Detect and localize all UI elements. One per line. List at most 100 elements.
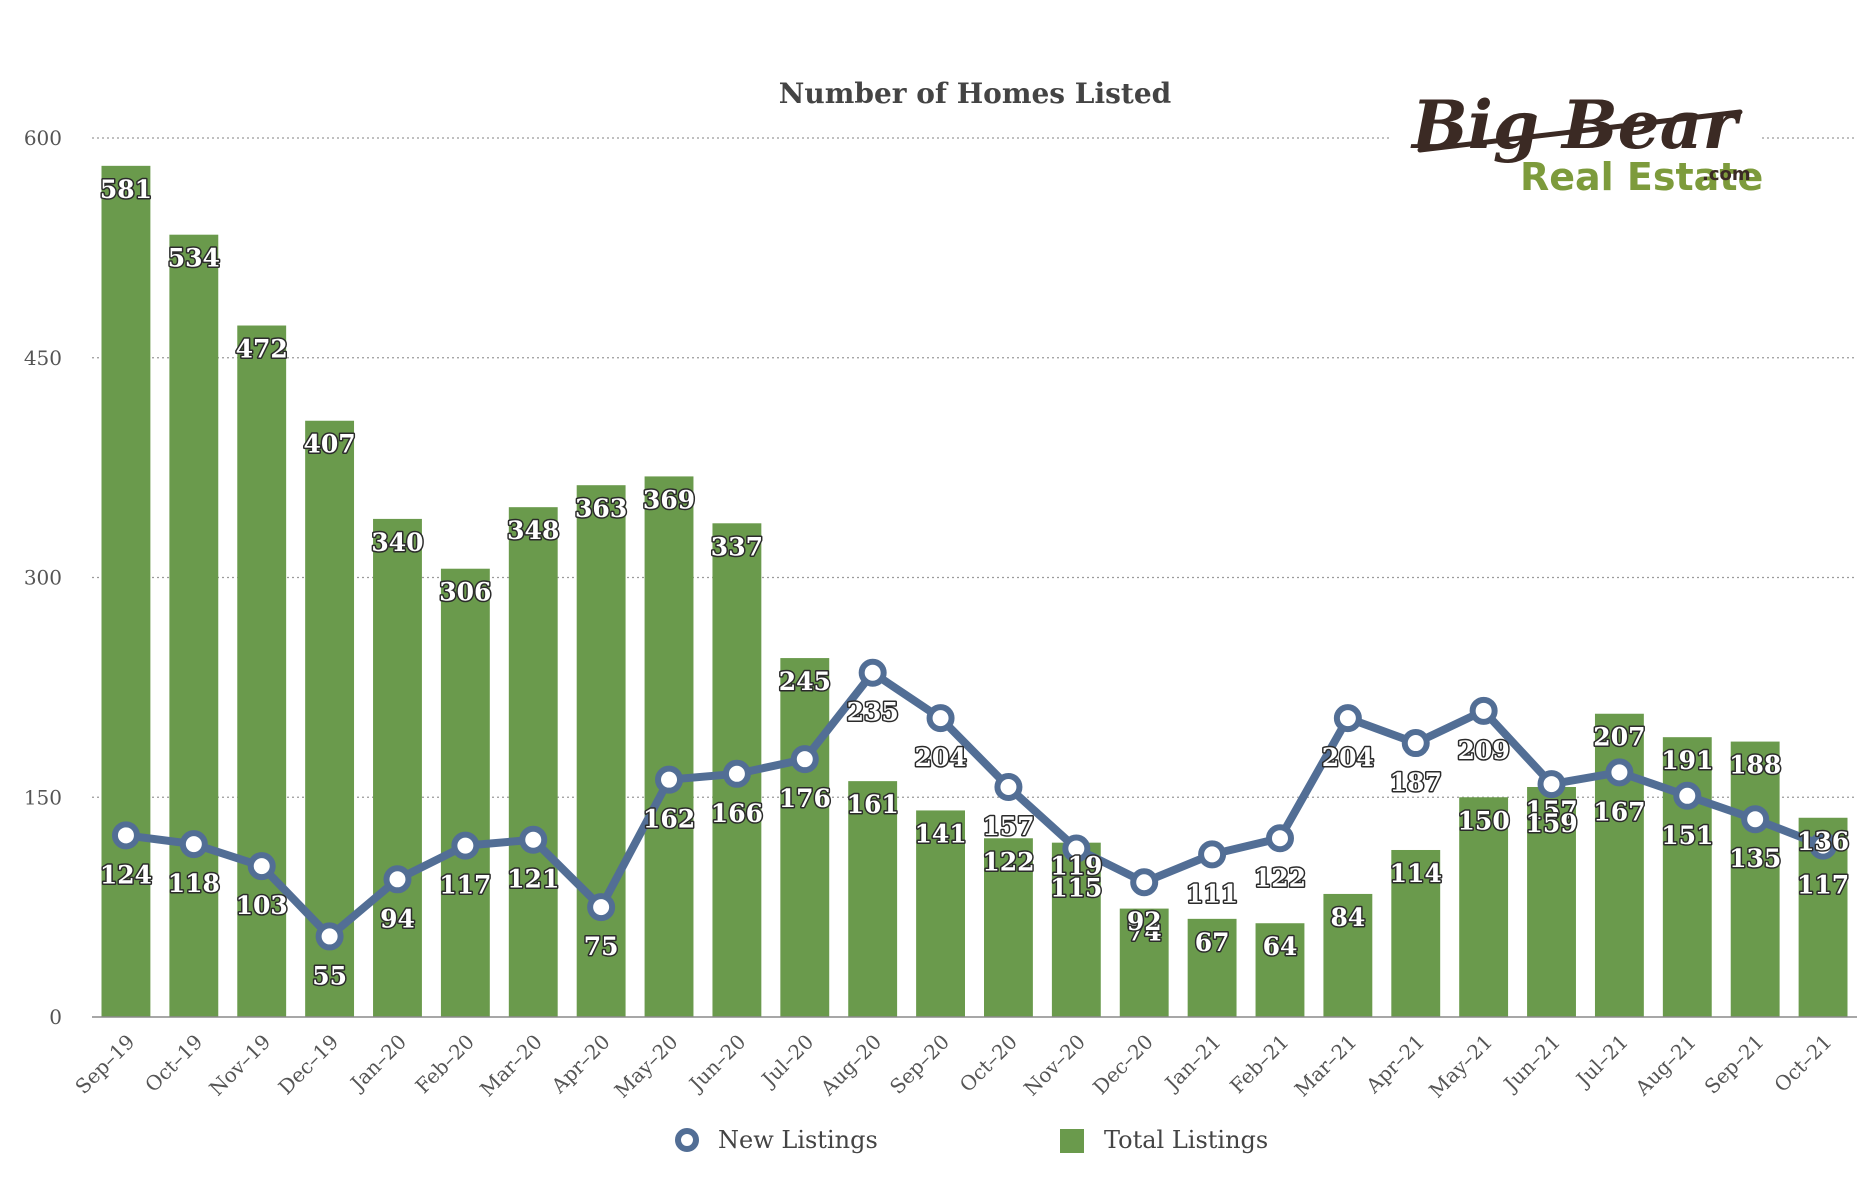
new-listings-point-5 [451, 831, 480, 860]
bar-value-label-2: 472 [236, 335, 288, 364]
legend-item-total-listings: Total Listings [1060, 1126, 1268, 1154]
line-value-label-21: 159 [1525, 809, 1577, 838]
legend-label-new-listings: New Listings [718, 1126, 878, 1154]
bar-value-label-24: 188 [1729, 751, 1781, 780]
bar-total-listings-10 [780, 658, 830, 1017]
bar-value-label-19: 114 [1390, 859, 1442, 888]
line-value-label-18: 204 [1322, 743, 1374, 772]
bar-total-listings-19 [1391, 849, 1441, 1017]
bar-total-listings-7 [576, 485, 626, 1018]
bar-value-label-9: 337 [711, 532, 763, 561]
line-value-label-15: 92 [1127, 907, 1162, 936]
x-tick-label-22: Jul–21 [1570, 1030, 1633, 1093]
bar-value-label-1: 534 [168, 244, 220, 273]
new-listings-point-3 [315, 922, 344, 951]
bar-total-listings-0 [101, 165, 151, 1017]
new-listings-point-17 [1265, 824, 1294, 853]
bar-total-listings-23 [1662, 737, 1712, 1017]
x-tick-label-9: Jun–20 [683, 1030, 750, 1097]
x-tick-label-24: Sep–21 [1700, 1030, 1769, 1099]
y-tick-label-450: 450 [24, 346, 62, 370]
bar-total-listings-18 [1323, 893, 1373, 1017]
bar-value-label-3: 407 [304, 430, 356, 459]
new-listings-point-18 [1333, 704, 1362, 733]
x-tick-label-7: Apr–20 [546, 1030, 615, 1099]
bar-value-label-13: 122 [982, 847, 1034, 876]
new-listings-point-7 [587, 893, 616, 922]
x-tick-label-8: May–20 [610, 1030, 683, 1103]
bar-series-total-listings [101, 165, 1848, 1018]
bar-value-label-18: 84 [1330, 903, 1365, 932]
line-value-label-14: 115 [1050, 874, 1102, 903]
line-value-label-25: 117 [1797, 871, 1849, 900]
new-listings-point-8 [655, 765, 684, 794]
bar-total-listings-11 [848, 781, 898, 1017]
new-listings-point-22 [1605, 758, 1634, 787]
new-listings-point-4 [383, 865, 412, 894]
new-listings-point-12 [926, 704, 955, 733]
x-tick-label-4: Jan–20 [344, 1030, 411, 1097]
gridlines [92, 137, 1857, 798]
x-tick-label-11: Aug–20 [815, 1030, 886, 1101]
bar-value-label-11: 161 [847, 790, 899, 819]
line-value-label-20: 209 [1458, 736, 1510, 765]
new-listings-point-20 [1469, 696, 1498, 725]
x-tick-label-25: Oct–21 [1769, 1030, 1836, 1097]
logo-text-real-estate: Real Estate [1520, 155, 1763, 199]
new-listings-point-14 [1062, 834, 1091, 863]
legend: New Listings Total Listings [675, 1126, 1268, 1154]
line-value-label-4: 94 [380, 904, 415, 933]
new-listings-point-25 [1809, 831, 1838, 860]
bar-total-listings-21 [1527, 786, 1576, 1017]
new-listings-point-9 [722, 759, 751, 788]
line-value-label-12: 204 [914, 743, 966, 772]
line-value-label-22: 167 [1593, 797, 1645, 826]
bar-value-label-10: 245 [779, 667, 831, 696]
data-labels: 581 534 472 407 340 306 348 363 369 337 245 161 141 1… [98, 173, 1850, 992]
new-listings-point-2 [247, 852, 276, 881]
bar-total-listings-12 [916, 810, 965, 1017]
new-listings-point-23 [1673, 781, 1702, 810]
bar-total-listings-2 [237, 325, 287, 1017]
bar-value-label-5: 306 [439, 578, 491, 607]
x-tick-label-19: Apr–21 [1361, 1030, 1430, 1099]
bar-value-label-17: 64 [1263, 932, 1298, 961]
line-value-label-8: 162 [643, 805, 695, 834]
bar-value-label-7: 363 [575, 494, 627, 523]
line-value-label-2: 103 [236, 891, 288, 920]
y-tick-label-600: 600 [24, 126, 62, 150]
bar-total-listings-4 [373, 518, 422, 1017]
y-tick-label-300: 300 [24, 566, 62, 590]
x-tick-label-5: Feb–20 [410, 1030, 479, 1099]
x-tick-label-20: May–21 [1424, 1030, 1497, 1103]
new-listings-point-11 [858, 658, 887, 687]
line-value-label-19: 187 [1390, 768, 1442, 797]
bar-value-label-20: 150 [1458, 806, 1510, 835]
line-value-label-1: 118 [168, 869, 220, 898]
logo-swoosh [1417, 109, 1743, 153]
bar-total-listings-13 [984, 838, 1033, 1017]
bar-value-label-15: 74 [1127, 918, 1162, 947]
y-tick-label-150: 150 [24, 785, 62, 809]
new-listings-point-24 [1741, 805, 1770, 834]
line-value-label-9: 166 [711, 799, 763, 828]
new-listings-point-19 [1401, 729, 1430, 758]
bar-value-label-4: 340 [371, 528, 423, 557]
new-listings-point-0 [111, 821, 140, 850]
y-tick-label-0: 0 [49, 1005, 62, 1029]
bar-total-listings-6 [508, 507, 558, 1017]
x-tick-label-6: Mar–20 [475, 1030, 547, 1102]
bar-total-listings-24 [1730, 741, 1780, 1017]
bar-value-label-16: 67 [1195, 928, 1230, 957]
bar-value-label-21: 157 [1525, 796, 1577, 825]
line-value-label-23: 151 [1661, 821, 1713, 850]
logo-text-com: .com [1702, 164, 1751, 185]
legend-label-total-listings: Total Listings [1104, 1126, 1268, 1154]
x-tick-label-14: Nov–20 [1019, 1030, 1090, 1101]
bar-value-label-22: 207 [1593, 723, 1645, 752]
new-listings-point-16 [1198, 840, 1227, 869]
bar-value-label-6: 348 [507, 516, 559, 545]
chart-title: Number of Homes Listed [779, 77, 1171, 110]
x-tick-label-17: Feb–21 [1225, 1030, 1294, 1099]
